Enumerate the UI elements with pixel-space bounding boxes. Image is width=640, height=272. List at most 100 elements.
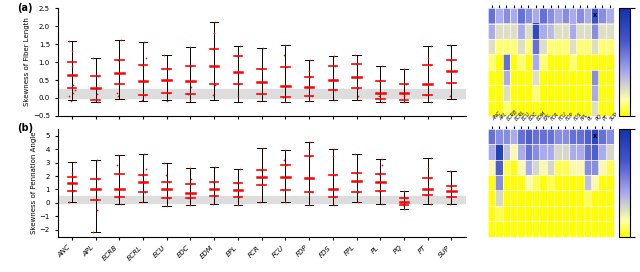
Point [113, 153, 123, 157]
Point [185, 203, 195, 208]
Point [353, 190, 363, 194]
Point [164, 90, 174, 95]
Point [282, 84, 292, 89]
Point [209, 31, 220, 35]
Point [281, 162, 291, 167]
Point [446, 189, 456, 193]
Point [140, 189, 150, 194]
Point [136, 172, 147, 177]
Point [444, 195, 454, 199]
Point [93, 100, 103, 104]
Point [304, 69, 314, 73]
Point [113, 195, 123, 199]
Point [159, 53, 170, 57]
Point [67, 99, 77, 103]
Point [93, 177, 103, 181]
Point [186, 85, 196, 89]
Point [377, 163, 387, 167]
Point [353, 94, 364, 98]
Point [64, 199, 74, 204]
Point [374, 172, 385, 177]
Point [186, 63, 196, 68]
Point [304, 99, 314, 103]
Point [140, 40, 150, 44]
Point [330, 64, 340, 69]
Point [140, 167, 150, 171]
Point [258, 46, 268, 51]
Point [92, 92, 102, 97]
Point [93, 73, 103, 78]
Point [378, 202, 388, 206]
Point [445, 202, 455, 206]
Point [399, 188, 409, 193]
Point [329, 147, 339, 151]
Bar [58, 196, 466, 203]
Point [351, 75, 362, 79]
Point [421, 187, 431, 192]
Point [301, 85, 312, 89]
Point [139, 180, 149, 184]
Point [208, 93, 218, 97]
Point [186, 177, 196, 181]
Point [113, 90, 123, 95]
Point [233, 202, 243, 207]
Point [186, 182, 196, 187]
Point [88, 230, 98, 234]
Point [162, 99, 172, 103]
Point [426, 176, 436, 180]
Point [421, 81, 431, 86]
Point [164, 67, 174, 72]
Point [93, 187, 103, 192]
Point [374, 94, 385, 98]
Point [113, 58, 123, 63]
Point [351, 171, 362, 175]
Point [279, 53, 289, 57]
Point [401, 81, 411, 86]
Point [186, 191, 196, 196]
Point [164, 180, 174, 184]
Point [68, 175, 78, 180]
Point [374, 91, 384, 95]
Point [67, 171, 77, 175]
Point [67, 181, 77, 186]
Point [234, 44, 244, 48]
Point [280, 99, 290, 104]
Point [232, 181, 242, 185]
Point [423, 166, 433, 170]
Point [210, 83, 220, 88]
Point [256, 66, 266, 71]
Text: (a): (a) [17, 3, 32, 13]
Point [399, 94, 409, 98]
Point [374, 79, 385, 83]
Point [350, 53, 360, 57]
Point [399, 200, 409, 205]
Point [162, 204, 172, 208]
Point [330, 172, 340, 177]
Point [445, 169, 455, 173]
Point [209, 64, 220, 69]
Point [350, 152, 360, 156]
Point [114, 171, 124, 176]
Point [116, 202, 127, 206]
Point [421, 93, 431, 97]
Point [426, 63, 436, 67]
Point [330, 88, 340, 92]
Point [91, 197, 101, 202]
Point [329, 98, 339, 102]
Point [256, 168, 266, 172]
Point [445, 184, 455, 188]
Point [351, 62, 362, 66]
Point [140, 93, 150, 97]
Point [353, 200, 364, 204]
Point [159, 187, 170, 192]
Point [426, 99, 436, 104]
Point [91, 86, 101, 90]
Point [116, 38, 127, 43]
Point [377, 157, 387, 161]
Point [353, 86, 363, 90]
Point [305, 75, 316, 79]
Point [280, 148, 291, 152]
Point [140, 56, 150, 61]
Point [255, 99, 266, 103]
Point [234, 166, 244, 171]
